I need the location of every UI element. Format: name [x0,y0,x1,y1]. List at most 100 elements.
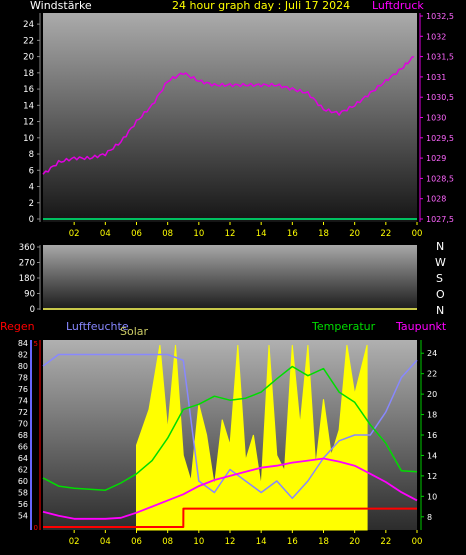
panel3-xtick-label: 20 [349,537,360,547]
panel3-xtick-label: 00 [412,537,423,547]
temp-tick-label: 14 [427,451,437,460]
panel1-plot-area [43,13,417,222]
panel1-ytick-label: 6 [29,166,34,176]
humidity-tick-label: 62 [18,466,28,475]
compass-s: S [436,272,443,285]
panel3-xtick-label: 02 [69,537,80,547]
temp-tick-label: 18 [427,411,437,420]
humidity-tick-label: 78 [18,374,28,383]
panel3-xtick-label: 10 [193,537,204,547]
humidity-tick-label: 58 [18,489,28,498]
compass-o: O [436,288,445,301]
panel3-xtick-label: 18 [318,537,329,547]
regen-tick-label: 5 [34,340,38,348]
panel1-ytick-label: 18 [23,69,34,79]
panel-humidity-temperature: 5456586062646668707274767880828405810121… [18,339,437,547]
panel1-xtick-label: 20 [349,229,360,239]
panel-wind-pressure: 0246810121416182022241027,510281028,5102… [23,12,454,239]
panel1-ytick-label: 14 [23,101,34,111]
panel3-xtick-label: 14 [256,537,267,547]
panel1-ytick-right-label: 1028,5 [426,174,454,183]
compass-n-top: N [436,240,445,253]
dewpoint-line [42,457,418,520]
panel3-xtick-label: 04 [100,537,111,547]
temp-tick-label: 12 [427,472,437,481]
humidity-tick-label: 82 [18,351,28,360]
humidity-tick-label: 72 [18,408,28,417]
humidity-tick-label: 76 [18,385,28,394]
panel2-ytick-label: 360 [19,243,35,253]
panel3-xtick-label: 08 [162,537,173,547]
panel1-xtick-label: 10 [193,229,204,239]
panel-wind-direction: 0 90 180 270 360 [19,243,417,315]
luftfeuchte-label: Luftfeuchte [66,320,129,333]
panel1-ytick-label: 10 [23,134,34,144]
pressure-line [42,55,415,175]
humidity-line [42,353,418,500]
solar-label: Solar [120,325,149,338]
panel1-ytick-right-label: 1031 [426,73,446,82]
panel1-ytick-label: 20 [23,53,34,63]
panel1-ytick-right-label: 1032,5 [426,12,454,21]
taupunkt-label: Taupunkt [396,320,447,333]
panel1-xtick-label: 18 [318,229,329,239]
panel2-ytick-label: 0 [30,305,35,315]
panel1-xtick-label: 04 [100,229,111,239]
humidity-tick-label: 74 [18,397,28,406]
temp-tick-label: 16 [427,431,437,440]
panel2-plot-area [43,245,417,310]
panel1-ytick-label: 8 [29,150,34,160]
panel1-xtick-label: 06 [131,229,142,239]
panel1-xtick-label: 22 [380,229,391,239]
temp-tick-label: 24 [427,349,437,358]
panel2-ytick-label: 90 [24,290,35,300]
humidity-tick-label: 68 [18,431,28,440]
pressure-label: Luftdruck [372,0,424,12]
panel1-ytick-right-label: 1032 [426,32,446,41]
panel1-ytick-right-label: 1029,5 [426,134,454,143]
humidity-tick-label: 60 [18,477,28,486]
panel3-xtick-label: 12 [225,537,236,547]
humidity-tick-label: 66 [18,443,28,452]
panel1-ytick-right-label: 1030,5 [426,93,454,102]
panel1-ytick-label: 4 [29,183,34,193]
solar-area [136,344,368,531]
panel1-xtick-label: 00 [412,229,423,239]
temp-tick-label: 22 [427,370,437,379]
panel3-xtick-label: 06 [131,537,142,547]
compass-w: W [435,256,446,269]
temp-tick-label: 10 [427,492,437,501]
panel1-xtick-label: 02 [69,229,80,239]
temp-tick-label: 20 [427,390,437,399]
regen-line [43,507,417,528]
panel1-ytick-label: 12 [23,118,34,128]
regen-tick-label: 0 [34,524,38,532]
panel1-ytick-label: 0 [29,215,34,225]
humidity-tick-label: 56 [18,500,28,509]
panel1-ytick-right-label: 1030 [426,114,446,123]
temperatur-label: Temperatur [312,320,376,333]
humidity-tick-label: 70 [18,420,28,429]
panel1-ytick-label: 2 [29,199,34,209]
humidity-tick-label: 64 [18,454,28,463]
panel1-xtick-label: 12 [225,229,236,239]
panel1-xtick-label: 16 [287,229,298,239]
panel3-xtick-label: 16 [287,537,298,547]
panel1-ytick-label: 22 [23,36,34,46]
humidity-tick-label: 84 [18,339,28,348]
panel1-xtick-label: 08 [162,229,173,239]
panel1-ytick-label: 24 [23,20,34,30]
regen-label: Regen [0,320,35,333]
humidity-tick-label: 54 [18,512,28,521]
humidity-tick-label: 80 [18,362,28,371]
panel1-ytick-right-label: 1029 [426,154,446,163]
chart-title: 24 hour graph day : Juli 17 2024 [172,0,351,12]
temperature-line [42,365,418,491]
panel1-ytick-right-label: 1027,5 [426,215,454,224]
panel1-ytick-right-label: 1028 [426,195,446,204]
wind-speed-label: Windstärke [30,0,92,12]
panel1-xtick-label: 14 [256,229,267,239]
panel1-ytick-label: 16 [23,85,34,95]
panel2-ytick-label: 180 [19,274,35,284]
